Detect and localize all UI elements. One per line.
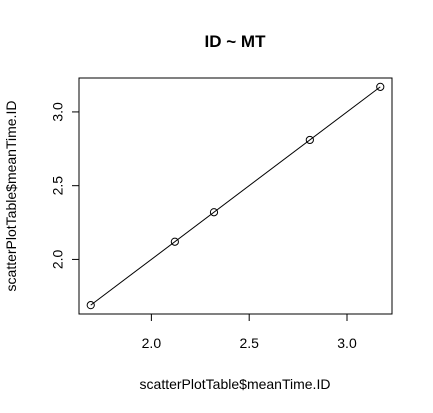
y-axis-label: scatterPlotTable$meanTime.ID	[3, 101, 19, 292]
data-points	[86, 82, 385, 310]
x-axis-label: scatterPlotTable$meanTime.ID	[140, 376, 331, 392]
data-point	[305, 135, 314, 145]
chart-title: ID ~ MT	[205, 32, 267, 51]
data-point	[376, 82, 385, 91]
y-tick-label: 2.5	[50, 176, 66, 196]
regression-line	[90, 86, 381, 306]
x-tick-label: 2.0	[142, 335, 162, 351]
y-tick-label: 3.0	[50, 102, 66, 122]
data-point	[170, 237, 179, 246]
y-axis: 2.0 2.5 3.0	[50, 102, 80, 269]
x-tick-label: 3.0	[337, 335, 357, 351]
data-point	[86, 301, 95, 310]
data-point	[209, 208, 219, 217]
x-tick-label: 2.5	[239, 335, 259, 351]
y-tick-label: 2.0	[50, 249, 66, 269]
x-axis: 2.0 2.5 3.0	[142, 313, 357, 351]
